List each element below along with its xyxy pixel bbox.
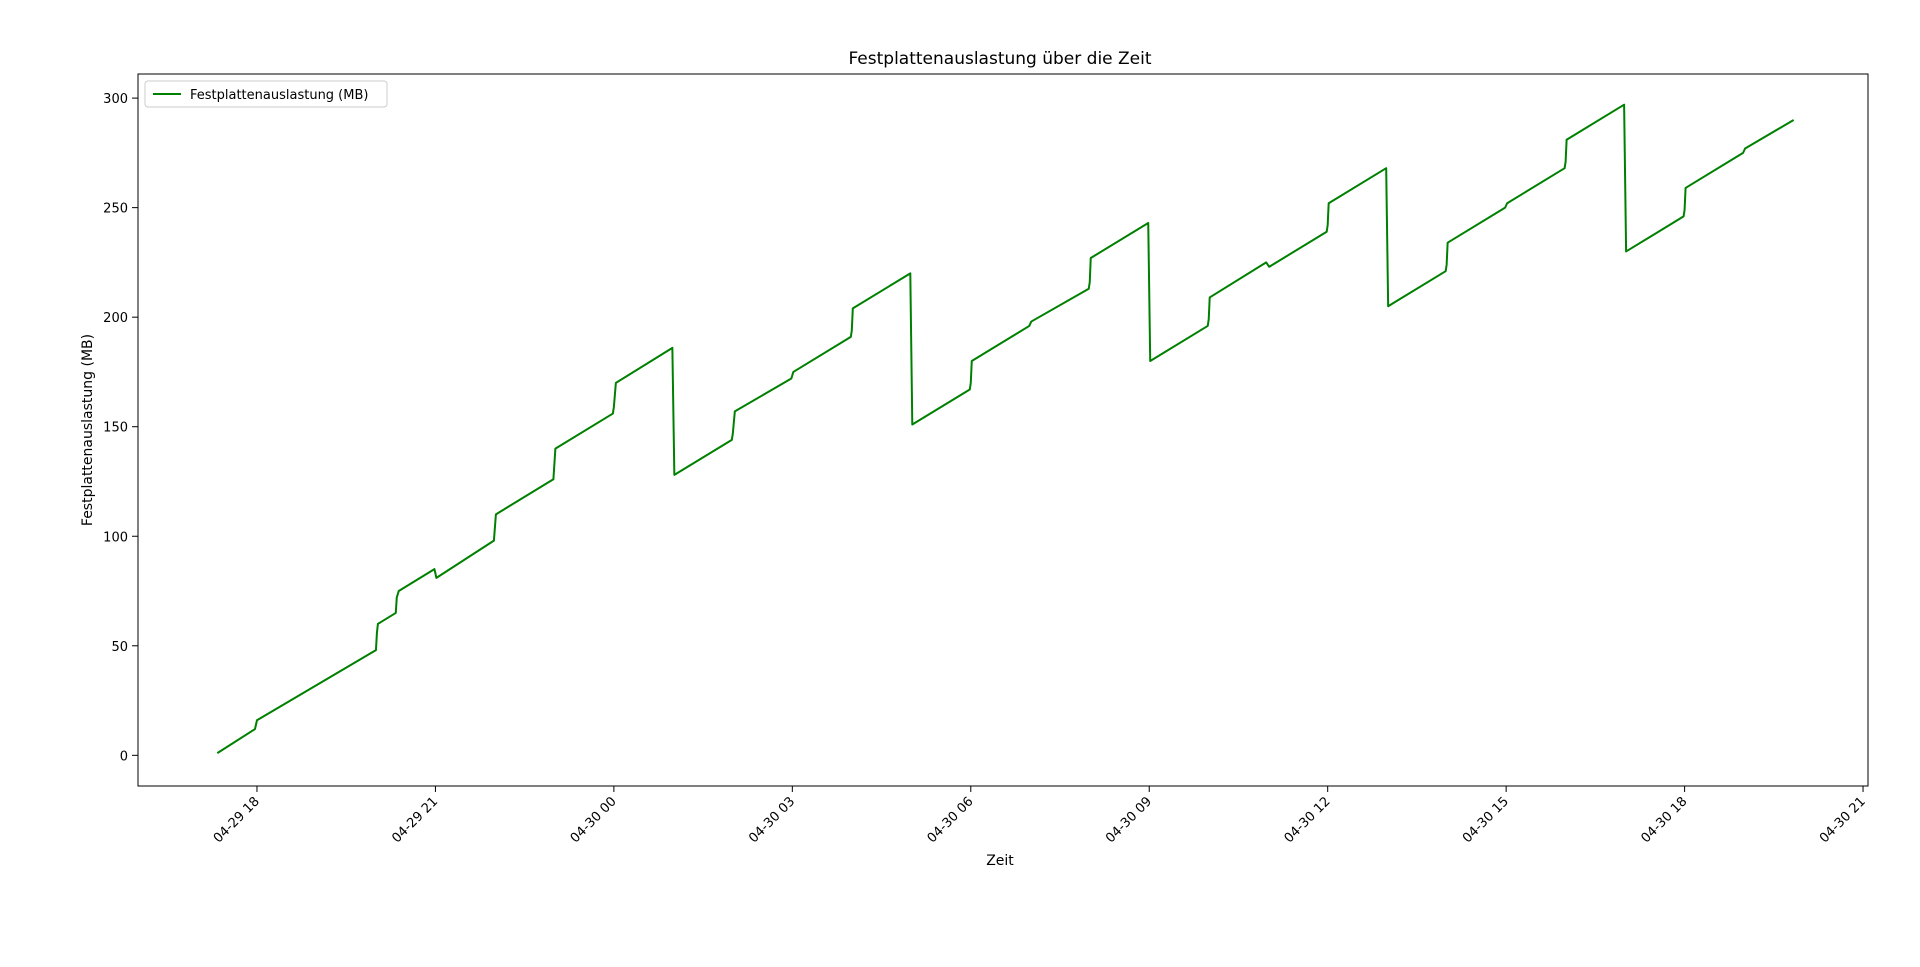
- y-axis: 0 50 100 150 200 250 300: [103, 92, 138, 764]
- x-axis-title: Zeit: [986, 853, 1014, 869]
- y-tick-label: 150: [103, 421, 128, 436]
- y-tick-label: 100: [103, 530, 128, 545]
- y-tick-label: 50: [111, 640, 128, 655]
- chart-title: Festplattenauslastung über die Zeit: [848, 49, 1151, 69]
- x-tick-label: 04-30 18: [1638, 794, 1690, 846]
- legend: Festplattenauslastung (MB): [144, 80, 388, 108]
- x-axis: 04-29 18 04-29 21 04-30 00 04-30 03 04-30 06…: [211, 786, 1869, 846]
- y-axis-title: Festplattenauslastung (MB): [80, 334, 96, 526]
- plot-area: [216, 103, 1795, 754]
- x-tick-label: 04-30 21: [1817, 794, 1869, 846]
- x-tick-label: 04-30 06: [925, 794, 977, 846]
- x-tick-label: 04-29 21: [389, 794, 441, 846]
- y-tick-label: 300: [103, 92, 128, 107]
- legend-label: Festplattenauslastung (MB): [190, 88, 368, 103]
- legend-box: [144, 80, 388, 108]
- y-tick-label: 0: [120, 749, 128, 764]
- x-tick-label: 04-29 18: [211, 794, 263, 846]
- x-tick-label: 04-30 09: [1103, 794, 1155, 846]
- y-tick-label: 250: [103, 202, 128, 217]
- series-line: [216, 103, 1795, 754]
- x-tick-label: 04-30 12: [1282, 794, 1334, 846]
- x-tick-label: 04-30 15: [1460, 794, 1512, 846]
- y-tick-label: 200: [103, 311, 128, 326]
- x-tick-label: 04-30 03: [746, 794, 798, 846]
- x-tick-label: 04-30 00: [568, 794, 620, 846]
- plot-frame: [137, 73, 1869, 787]
